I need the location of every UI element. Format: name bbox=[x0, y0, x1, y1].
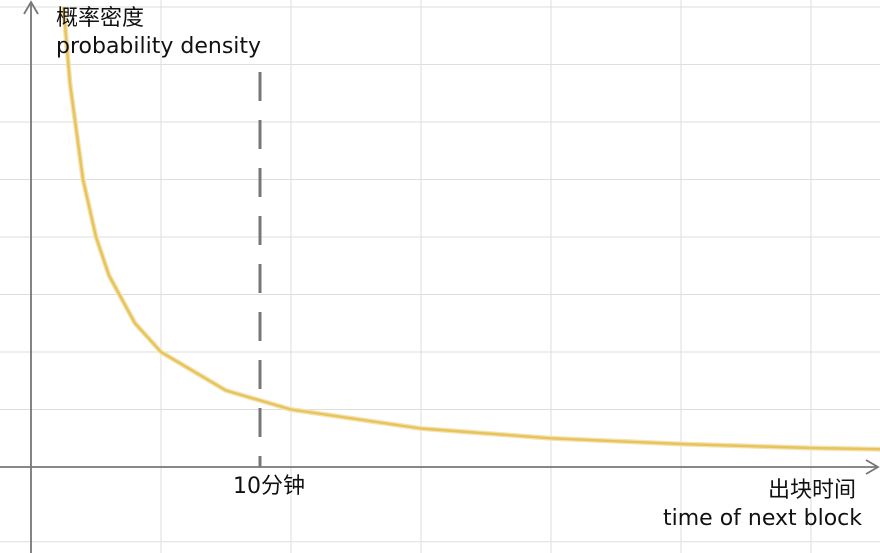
y-axis-label-zh: 概率密度 bbox=[56, 6, 145, 31]
marker-label: 10分钟 bbox=[233, 474, 305, 499]
x-axis-label-zh: 出块时间 bbox=[768, 478, 857, 503]
x-axis-label-en: time of next block bbox=[663, 506, 862, 531]
chart-marks bbox=[61, 6, 880, 467]
y-axis-arrow bbox=[23, 0, 39, 15]
x-axis-arrow bbox=[865, 459, 880, 475]
density-curve-shadow bbox=[61, 6, 880, 452]
y-axis-label-en: probability density bbox=[56, 34, 262, 59]
density-curve bbox=[62, 6, 880, 451]
